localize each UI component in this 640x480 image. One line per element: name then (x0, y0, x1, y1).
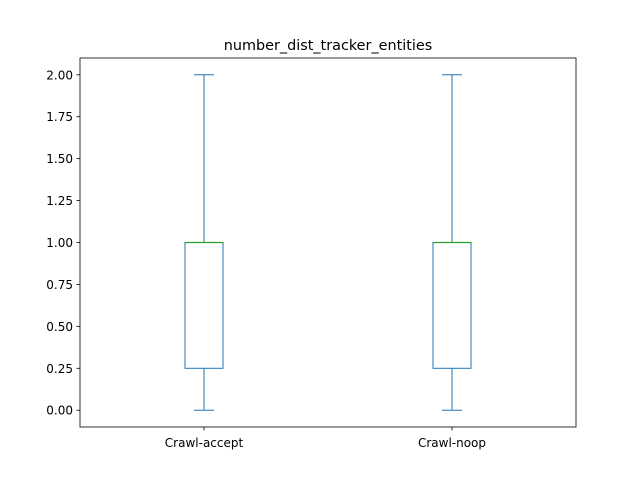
chart-title: number_dist_tracker_entities (224, 38, 433, 54)
x-tick-label: Crawl-noop (418, 436, 486, 450)
y-tick-label: 1.50 (46, 152, 73, 166)
x-axis: Crawl-accept Crawl-noop (165, 427, 486, 450)
plot-area (184, 74, 472, 411)
y-axis: 0.00 0.25 0.50 0.75 1.00 1.25 1.50 1.75 2.00 (46, 68, 80, 418)
y-tick-label: 0.00 (46, 404, 73, 418)
y-tick-label: 0.25 (46, 362, 73, 376)
box-group (184, 74, 224, 411)
y-tick-label: 1.25 (46, 194, 73, 208)
y-tick-label: 0.50 (46, 320, 73, 334)
y-tick-label: 1.75 (46, 110, 73, 124)
y-tick-label: 1.00 (46, 236, 73, 250)
y-tick-label: 2.00 (46, 68, 73, 82)
y-tick-label: 0.75 (46, 278, 73, 292)
box-group (432, 74, 472, 411)
x-tick-label: Crawl-accept (165, 436, 244, 450)
